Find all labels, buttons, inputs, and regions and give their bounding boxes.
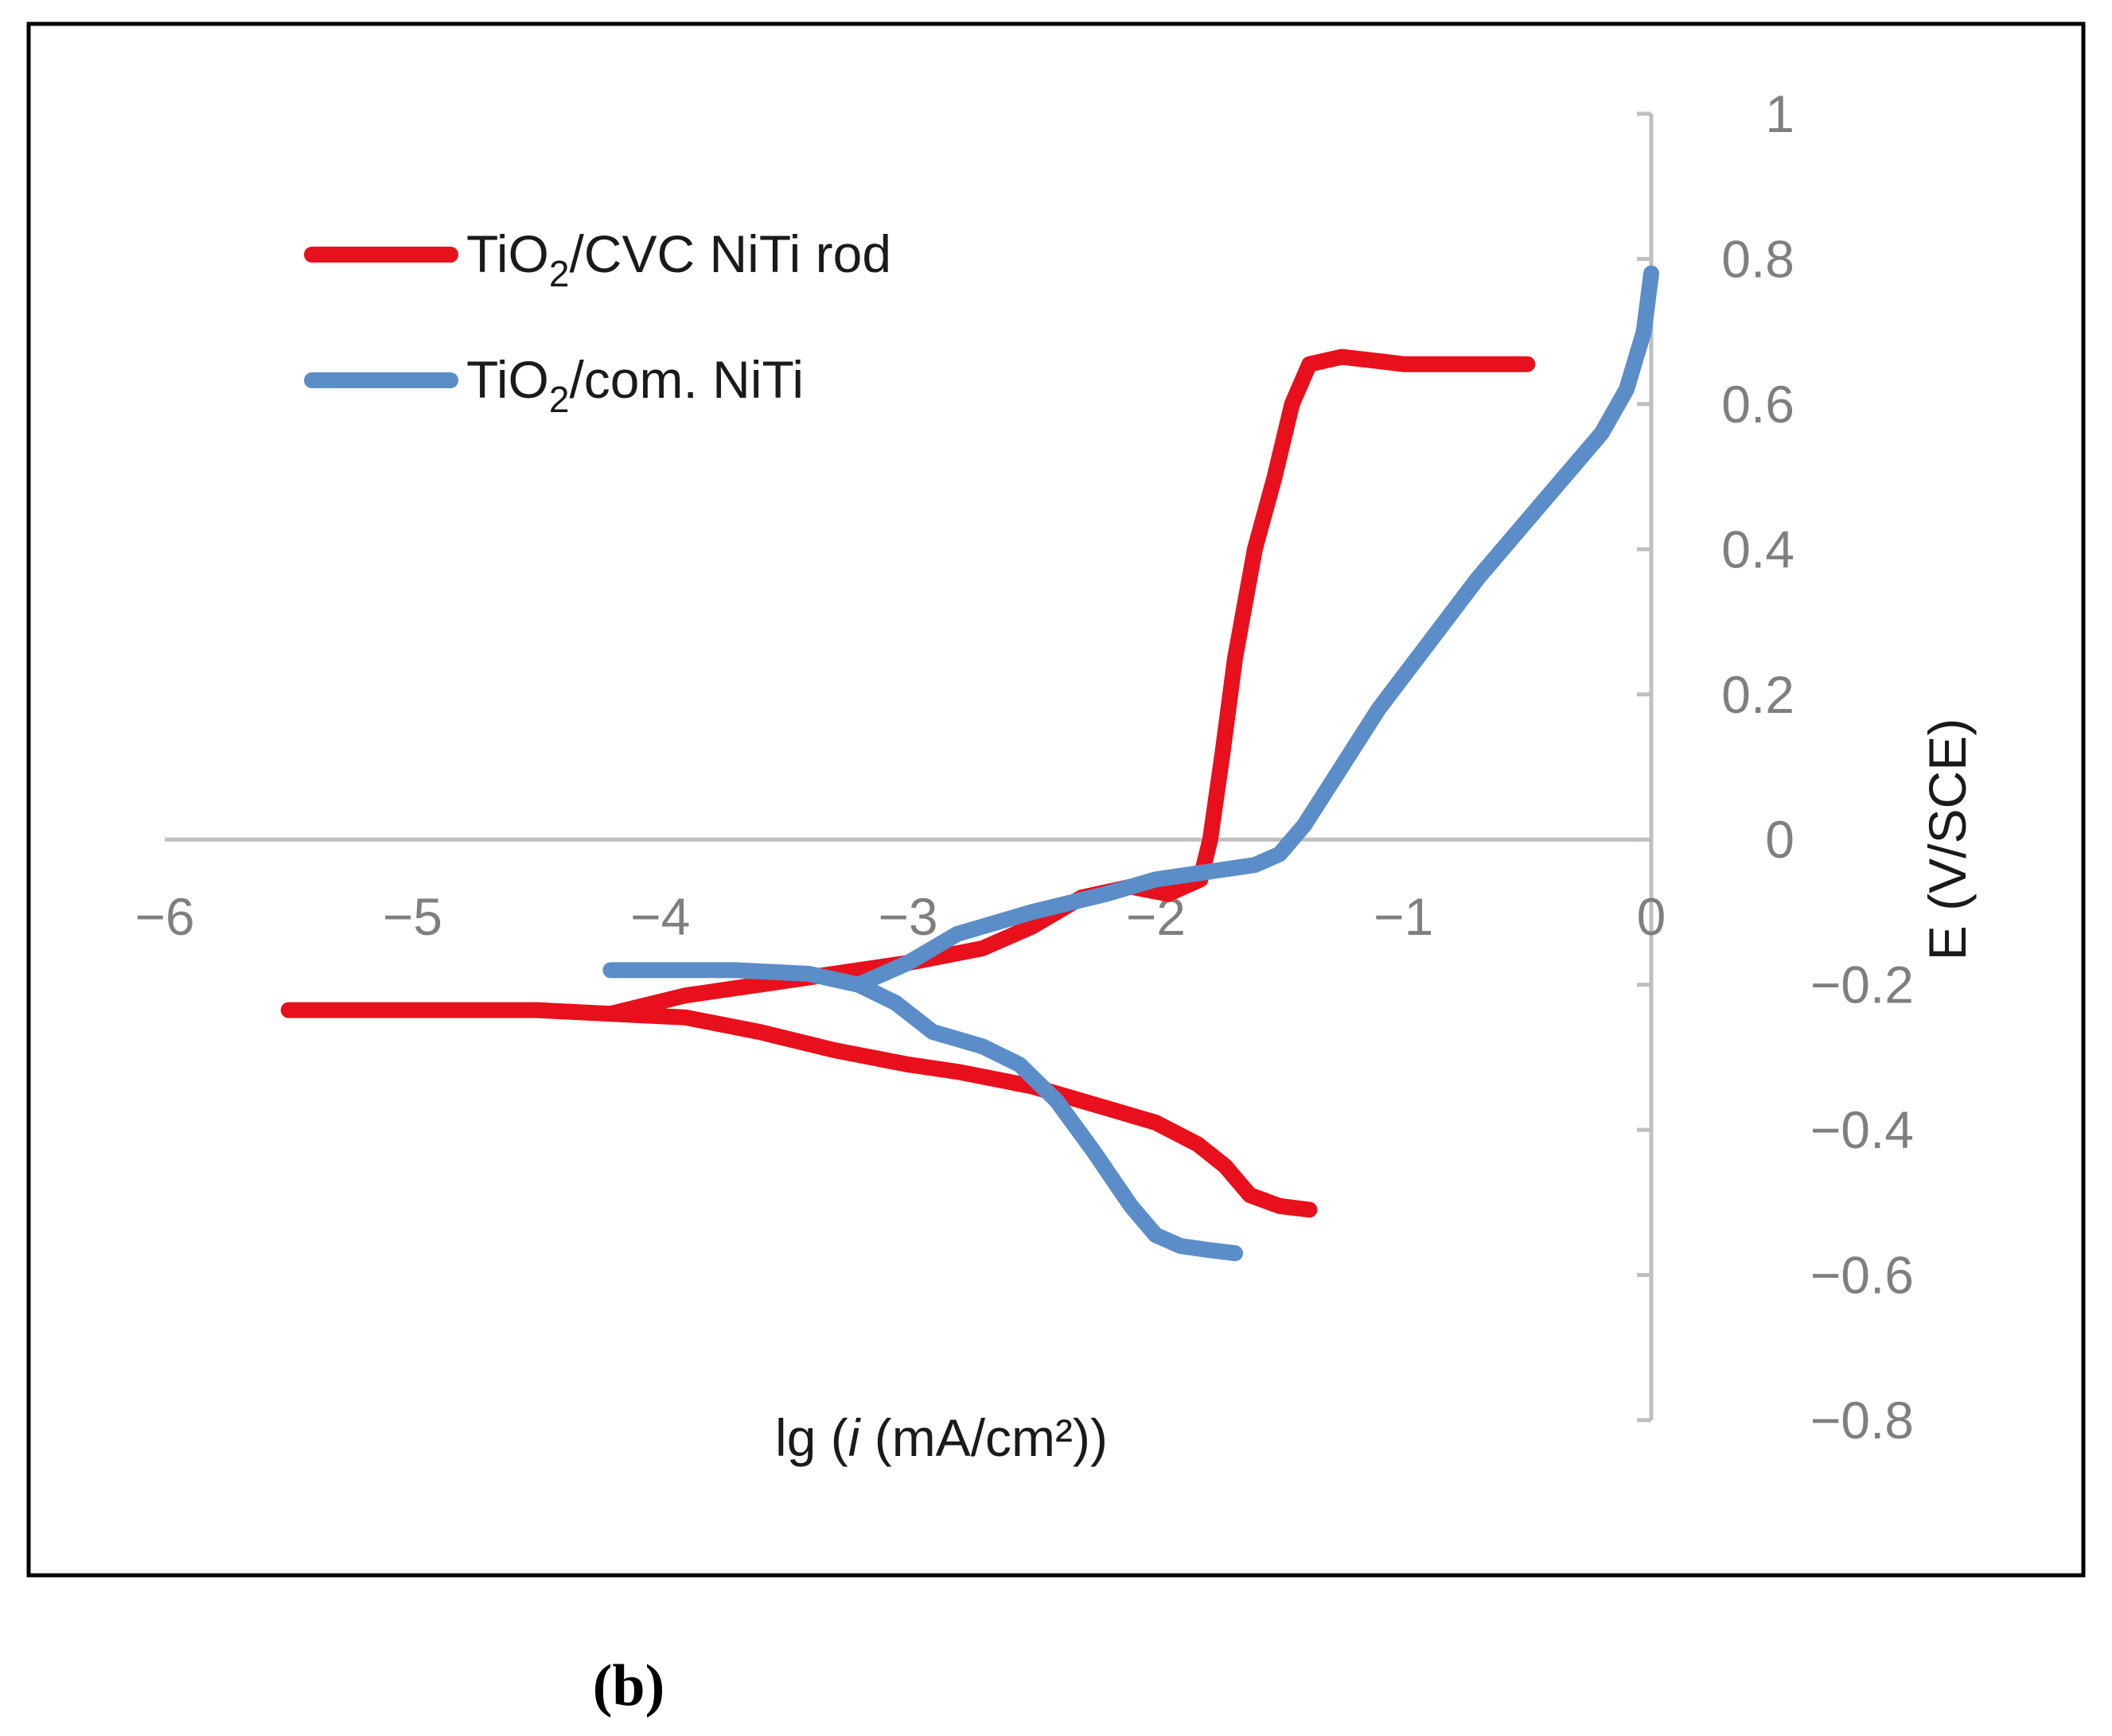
y-tick-label: 0.6 bbox=[1721, 375, 1794, 434]
y-tick-label: 0.2 bbox=[1721, 665, 1794, 724]
legend-label-com: TiO2/com. NiTi bbox=[466, 350, 804, 420]
y-tick-label: −0.4 bbox=[1810, 1100, 1914, 1159]
figure-caption: (b) bbox=[593, 1653, 664, 1718]
y-tick-label: 0 bbox=[1765, 810, 1794, 869]
chart-frame bbox=[26, 21, 2086, 1578]
legend-label-cvc: TiO2/CVC NiTi rod bbox=[466, 224, 891, 294]
x-tick-label: −5 bbox=[383, 887, 442, 946]
x-axis-title: lg (i (mA/cm²)) bbox=[775, 1408, 1108, 1467]
series-layer bbox=[280, 265, 1659, 1262]
series-line-com-cathodic bbox=[602, 962, 1243, 1262]
x-tick-label: −4 bbox=[630, 887, 690, 946]
y-tick-label: −0.8 bbox=[1810, 1391, 1914, 1450]
legend: TiO2/CVC NiTi rod TiO2/com. NiTi bbox=[304, 224, 891, 420]
x-tick-label: −6 bbox=[134, 887, 194, 946]
y-tick-label: 0.8 bbox=[1721, 229, 1794, 288]
x-tick-label: −3 bbox=[878, 887, 937, 946]
y-axis-title: E (V/SCE) bbox=[1918, 718, 1977, 960]
x-tick-label: −1 bbox=[1374, 887, 1433, 946]
y-tick-label: −0.2 bbox=[1810, 956, 1914, 1014]
series-line-cvc-cathodic bbox=[280, 1002, 1318, 1218]
y-tick-label: 0.4 bbox=[1721, 520, 1794, 578]
series-line-com-anodic bbox=[850, 265, 1659, 993]
x-tick-label: 0 bbox=[1637, 887, 1666, 946]
y-tick-label: 1 bbox=[1765, 84, 1794, 143]
y-tick-label: −0.6 bbox=[1810, 1246, 1914, 1305]
